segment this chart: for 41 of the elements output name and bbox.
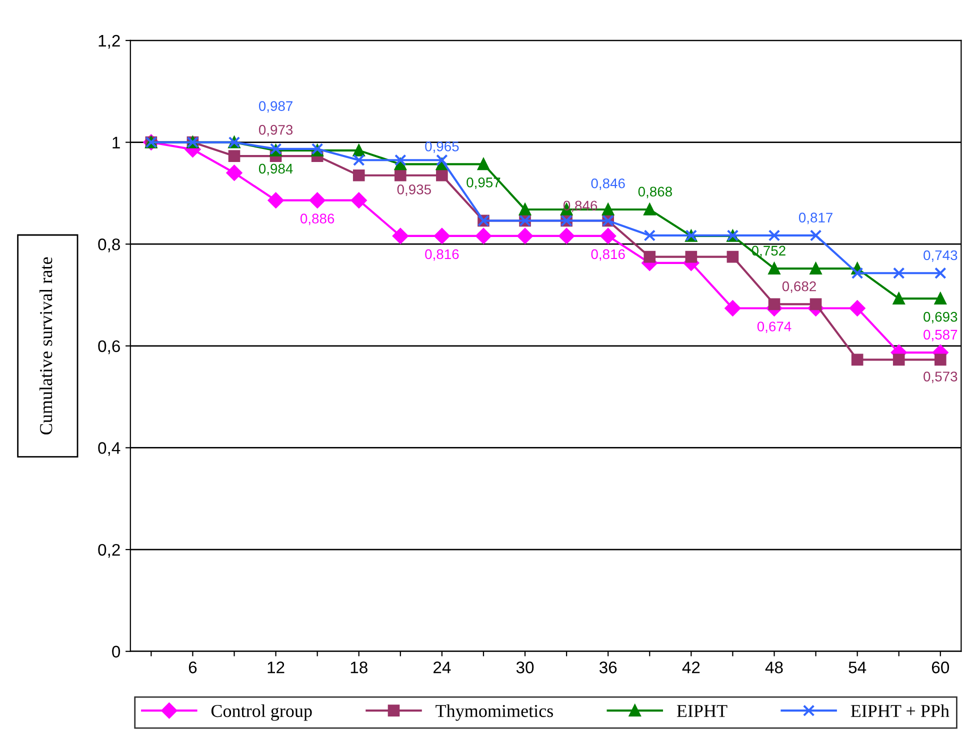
data-label: 0,886 bbox=[300, 214, 334, 226]
data-label: 0,816 bbox=[591, 249, 625, 261]
x-tick-label: 30 bbox=[516, 662, 534, 674]
x-tick-label: 36 bbox=[599, 662, 617, 674]
x-tick-label: 12 bbox=[268, 662, 284, 674]
data-label: 0,935 bbox=[397, 184, 431, 196]
x-tick-label: 18 bbox=[350, 662, 368, 674]
data-label: 0,817 bbox=[798, 212, 832, 224]
data-label: 0,674 bbox=[757, 322, 792, 334]
data-label: 0,573 bbox=[924, 372, 958, 384]
x-tick-label: 48 bbox=[765, 662, 783, 674]
legend-label: EIPHT + PPh bbox=[850, 704, 950, 717]
x-tick-label: 24 bbox=[434, 662, 451, 674]
data-label: 0,846 bbox=[591, 178, 625, 190]
x-tick-label: 54 bbox=[848, 662, 866, 674]
x-tick-label: 6 bbox=[188, 662, 197, 674]
data-label: 0,957 bbox=[466, 178, 500, 189]
legend-label: Thymomimetics bbox=[436, 704, 553, 721]
x-tick-label: 42 bbox=[682, 662, 700, 674]
y-tick-label: 0,6 bbox=[98, 340, 120, 354]
data-label: 0,752 bbox=[752, 246, 786, 258]
data-label: 0,693 bbox=[924, 312, 958, 324]
y-tick-label: 1 bbox=[112, 136, 120, 148]
x-tick-label: 60 bbox=[932, 662, 950, 674]
data-label: 0,973 bbox=[258, 124, 293, 136]
data-label: 0,587 bbox=[924, 330, 958, 342]
legend-label: EIPHT bbox=[676, 705, 728, 717]
data-label: 0,743 bbox=[924, 250, 958, 262]
y-axis-title: Cumulative survival rate bbox=[39, 257, 52, 434]
data-label: 0,868 bbox=[638, 186, 672, 198]
y-tick-label: 1,2 bbox=[98, 34, 120, 49]
data-label: 0,987 bbox=[258, 101, 292, 113]
y-tick-label: 0,8 bbox=[98, 238, 120, 252]
legend-label: Control group bbox=[211, 704, 312, 721]
data-label: 0,984 bbox=[258, 164, 293, 176]
data-label: 0,682 bbox=[782, 281, 816, 293]
y-tick-label: 0,2 bbox=[98, 544, 120, 558]
data-label: 0,965 bbox=[425, 142, 459, 153]
y-tick-label: 0 bbox=[112, 646, 120, 658]
data-label: 0,816 bbox=[425, 249, 459, 261]
y-tick-label: 0,4 bbox=[98, 442, 120, 456]
